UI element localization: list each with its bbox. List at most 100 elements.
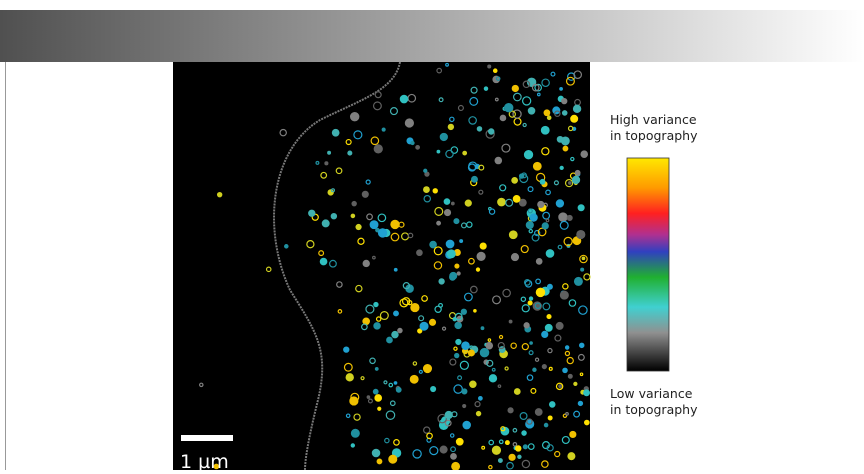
particle (411, 304, 419, 312)
particle (452, 462, 460, 470)
particle (351, 429, 359, 437)
particle (509, 320, 512, 323)
particle (440, 446, 447, 453)
particle (573, 105, 580, 112)
colorbar-low-label: in topography (610, 402, 698, 417)
particle (575, 170, 580, 175)
particle (481, 327, 484, 330)
particle (457, 272, 460, 275)
particle (377, 459, 382, 464)
particle (548, 284, 553, 289)
particle (489, 375, 496, 382)
particle (320, 258, 326, 264)
particle (433, 189, 437, 193)
particle (465, 200, 471, 206)
particle (509, 231, 517, 239)
particle (480, 348, 488, 356)
particle (512, 178, 518, 184)
particle (545, 325, 552, 332)
particle (566, 346, 569, 349)
particle (417, 250, 422, 255)
particle (560, 88, 563, 91)
particle (477, 252, 485, 260)
particle (476, 412, 480, 416)
particle (362, 191, 368, 197)
particle (444, 199, 449, 204)
particle (486, 342, 492, 348)
particle (535, 409, 542, 416)
particle (500, 115, 505, 120)
particle (518, 455, 521, 458)
particle (445, 411, 452, 418)
particle (536, 288, 544, 296)
particle (437, 221, 441, 225)
particle (410, 375, 418, 383)
particle (469, 350, 475, 356)
particle (411, 142, 414, 145)
particle (547, 315, 551, 319)
particle (559, 213, 567, 221)
particle (424, 169, 427, 172)
particle (520, 174, 524, 178)
particle (424, 187, 430, 193)
particle (462, 342, 469, 349)
particle (372, 449, 379, 456)
particle (550, 402, 555, 407)
particle (447, 250, 455, 258)
particle (575, 278, 583, 286)
particle (509, 454, 515, 460)
particle (394, 311, 399, 316)
particle (400, 95, 407, 102)
particle (373, 389, 378, 394)
particle (563, 146, 568, 151)
particle (530, 342, 532, 344)
particle (479, 397, 483, 401)
particle (540, 180, 545, 185)
particle (498, 198, 505, 205)
particle (374, 145, 382, 153)
particle (494, 69, 497, 72)
particle (440, 133, 447, 140)
scale-bar (181, 435, 233, 441)
particle (446, 240, 454, 248)
particle (332, 130, 339, 137)
particle (285, 245, 288, 248)
particle (367, 396, 369, 398)
particle (571, 115, 578, 122)
particle (463, 421, 470, 428)
particle (439, 279, 444, 284)
scale-bar-label: 1 µm (180, 451, 229, 470)
particle (472, 176, 478, 182)
particle (363, 260, 369, 266)
particle (553, 107, 560, 114)
particle (356, 225, 361, 230)
particle (533, 368, 536, 371)
particle (309, 210, 315, 216)
particle (351, 444, 354, 447)
particle (344, 347, 349, 352)
particle (352, 202, 356, 206)
particle (560, 166, 563, 169)
particle (470, 381, 476, 387)
particle (476, 268, 479, 271)
particle (456, 339, 461, 344)
particle (514, 389, 520, 395)
particle (346, 374, 353, 381)
particle (544, 110, 550, 116)
particle (451, 454, 457, 460)
particle (519, 199, 526, 206)
particle (559, 385, 562, 388)
particle (430, 319, 436, 325)
particle (542, 223, 548, 229)
particle (530, 214, 537, 221)
particle (581, 268, 584, 271)
particle (548, 416, 552, 420)
particle (492, 446, 500, 454)
particle (544, 423, 547, 426)
particle (536, 259, 541, 264)
particle (582, 257, 584, 259)
particle (489, 129, 494, 134)
particle (484, 87, 487, 90)
particle (556, 200, 563, 207)
particle (562, 99, 567, 104)
